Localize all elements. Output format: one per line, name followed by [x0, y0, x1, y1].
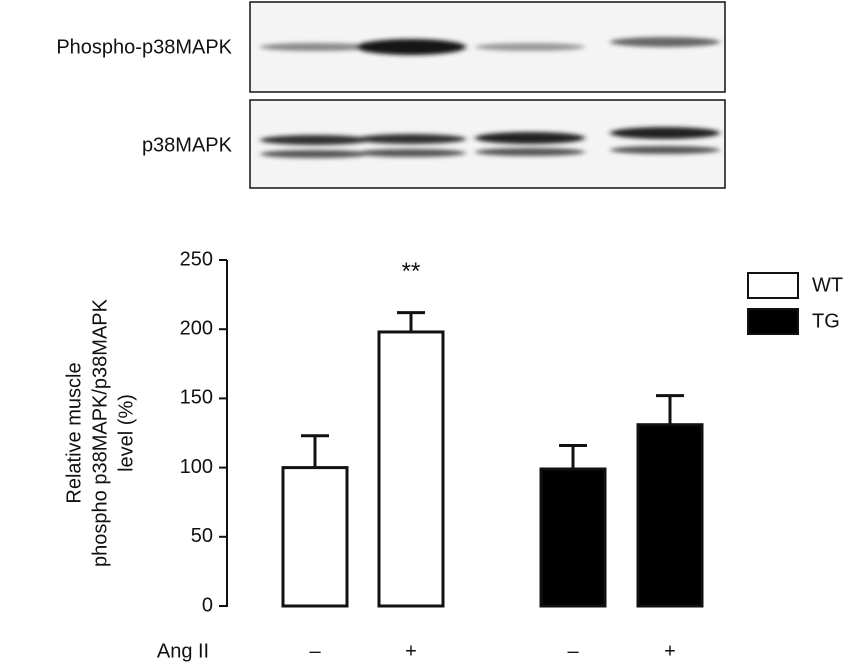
y-axis-label: phospho p38MAPK/p38MAPK: [89, 298, 111, 567]
legend-label: TG: [812, 310, 840, 332]
y-tick-label: 150: [180, 387, 213, 409]
y-tick-label: 200: [180, 317, 213, 339]
y-tick-label: 50: [191, 525, 213, 547]
x-tick-label: –: [309, 640, 321, 662]
blot-label: p38MAPK: [142, 134, 233, 156]
legend-swatch: [747, 308, 799, 335]
y-tick-label: 100: [180, 456, 213, 478]
bar-chart: 0 50 100 150 200 250 Relative muscle phospho p3…: [63, 248, 843, 662]
legend-label: WT: [812, 274, 843, 296]
y-tick-label: 0: [202, 594, 213, 616]
legend-swatch: [747, 272, 799, 299]
x-tick-label: –: [567, 640, 579, 662]
y-axis-label: level (%): [115, 394, 137, 472]
blot-bands: [260, 127, 720, 158]
x-axis-label: Ang II: [157, 640, 209, 662]
significance-label: **: [402, 258, 421, 285]
bar: [636, 423, 704, 608]
blot-bands: [260, 37, 720, 55]
bar: [539, 467, 607, 608]
x-tick-label: +: [405, 640, 417, 662]
bar: [377, 330, 445, 608]
y-tick-label: 250: [180, 248, 213, 270]
bar: [281, 466, 349, 608]
blot-panel: Phospho-p38MAPK p38MAPK: [56, 1, 726, 189]
blot-label: Phospho-p38MAPK: [56, 36, 232, 58]
x-tick-label: +: [664, 640, 676, 662]
y-axis-label: Relative muscle: [63, 362, 85, 503]
